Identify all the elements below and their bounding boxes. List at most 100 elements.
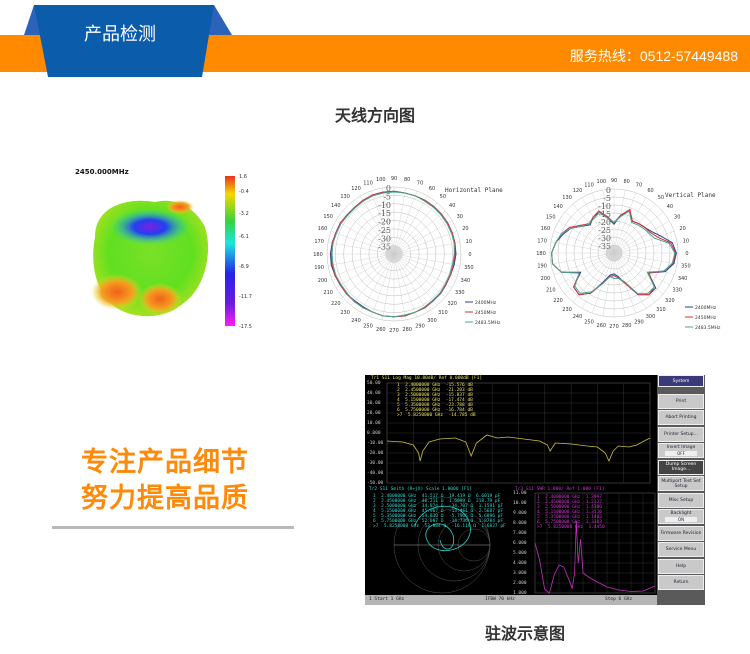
softkey-system[interactable]: System [658, 375, 704, 387]
start-frequency: 1 Start 1 GHz [369, 597, 405, 602]
pattern-3d-plot [91, 176, 235, 326]
y-tick-label: 6.000 [513, 541, 527, 546]
angle-tick-label: 300 [646, 314, 656, 320]
softkey-panel: System Print Abort Printing Printer Setup..… [657, 375, 705, 605]
radial-tick-label: -20 [378, 218, 391, 227]
grid-spoke [393, 187, 406, 255]
angle-tick-label: 10 [466, 239, 472, 245]
angle-tick-label: 220 [553, 298, 563, 304]
softkey-dump-screen-image[interactable]: Dump Screen Image... [658, 459, 704, 475]
angle-tick-label: 280 [402, 327, 412, 333]
angle-tick-label: 250 [584, 320, 594, 326]
angle-tick-label: 40 [449, 203, 455, 209]
radial-tick-label: -5 [383, 192, 391, 201]
softkey-firmware-revision[interactable]: Firmware Revision [658, 525, 704, 541]
radial-tick-label: 0 [606, 186, 611, 195]
polar-chart-horizontal: 0-5-10-15-20-25-30-350102030405060708090… [313, 176, 503, 334]
softkey-service-menu[interactable]: Service Menu [658, 542, 704, 557]
softkey-label: Misc Setup [668, 497, 694, 503]
softkey-multiport-test-set-setup[interactable]: Multiport Test Set Setup [658, 476, 704, 491]
radial-tick-label: -20 [598, 218, 611, 227]
angle-tick-label: 240 [351, 318, 361, 324]
angle-tick-label: 150 [323, 214, 333, 220]
angle-tick-label: 180 [536, 251, 546, 257]
legend-label: 2450MHz [475, 310, 497, 316]
grid-spoke [342, 253, 395, 298]
radial-tick-label: 0 [386, 184, 391, 193]
marker-readout: 5 5.3500000 GHz -23.788 dB [397, 403, 473, 408]
y-tick-label: 30.00 [367, 401, 381, 406]
angle-tick-label: 310 [438, 310, 448, 316]
marker-readout: 5 5.3500000 GHz 1.1403 [537, 515, 603, 520]
y-tick-label: 7.000 [513, 531, 527, 536]
colorbar-label: 1.6 [239, 174, 247, 180]
y-tick-label: 8.000 [513, 521, 527, 526]
angle-tick-label: 120 [573, 188, 583, 194]
softkey-invert-image[interactable]: Invert Image OFF [658, 443, 704, 458]
softkey-label: Printer Setup... [664, 431, 698, 437]
angle-tick-label: 130 [562, 195, 572, 201]
status-bar: 1 Start 1 GHz IFBW 70 kHz Stop 6 GHz [365, 595, 657, 605]
grid-spoke [550, 252, 615, 265]
angle-tick-label: 200 [541, 276, 551, 282]
softkey-return[interactable]: Return [658, 575, 704, 590]
softkey-misc-setup[interactable]: Misc Setup [658, 492, 704, 508]
softkey-print[interactable]: Print [658, 393, 704, 409]
series-line-2483.5MHz [551, 210, 676, 294]
angle-tick-label: 170 [537, 238, 547, 244]
y-tick-label: 50.00 [367, 381, 381, 386]
softkey-abort-printing[interactable]: Abort Printing [658, 410, 704, 425]
grid-spoke [393, 253, 446, 298]
grid-spoke [360, 195, 395, 255]
marker-readout: 6 5.7500000 GHz 1.3383 [537, 520, 603, 525]
angle-tick-label: 140 [553, 204, 563, 210]
grid-spoke [370, 253, 395, 318]
grid-spoke [327, 242, 395, 255]
colorbar-label: -0.4 [239, 189, 249, 195]
angle-tick-label: 330 [672, 288, 682, 294]
angle-tick-label: 200 [318, 278, 328, 284]
angle-tick-label: 10 [683, 238, 689, 244]
angle-tick-label: 260 [597, 323, 607, 329]
series-line-2483.5MHz [331, 191, 455, 318]
colorbar [225, 176, 235, 326]
angle-tick-label: 310 [656, 307, 666, 313]
grid-spoke [602, 252, 615, 317]
grid-spoke [602, 189, 615, 254]
grid-spoke [613, 241, 678, 254]
grid-spoke [350, 253, 395, 306]
softkey-label: Service Menu [665, 547, 697, 552]
y-tick-label: -40.00 [367, 471, 384, 476]
swr-trace [534, 520, 656, 594]
angle-tick-label: 330 [455, 290, 465, 296]
angle-tick-label: 250 [363, 323, 373, 329]
angle-tick-label: 20 [679, 226, 685, 232]
softkey-backlight[interactable]: Backlight ON [658, 509, 704, 524]
angle-tick-label: 60 [429, 186, 435, 192]
series-line-2450MHz [330, 190, 456, 318]
legend-label: 2450MHz [695, 315, 717, 321]
grid-spoke [613, 230, 675, 254]
slogan-line-2: 努力提高品质 [81, 483, 249, 514]
grid-spoke [553, 230, 615, 254]
softkey-help[interactable]: Help [658, 558, 704, 574]
softkey-label: Invert Image [666, 445, 696, 450]
angle-tick-label: 270 [609, 324, 619, 330]
y-tick-label: 3.000 [513, 571, 527, 576]
vswr-caption: 驻波示意图 [484, 624, 565, 643]
grid-spoke [330, 230, 395, 255]
grid-spoke [613, 252, 626, 317]
y-tick-label: 20.00 [367, 411, 381, 416]
angle-tick-label: 80 [404, 177, 410, 183]
angle-tick-label: 260 [376, 327, 386, 333]
grid-spoke [393, 253, 428, 313]
softkey-printer-setup[interactable]: Printer Setup... [658, 426, 704, 442]
marker-readout: >7 5.8250000 GHz -14.785 dB [397, 413, 476, 418]
angle-tick-label: 150 [546, 215, 556, 221]
angle-tick-label: 30 [457, 214, 463, 220]
angle-tick-label: 170 [314, 239, 324, 245]
stop-frequency: Stop 6 GHz [605, 597, 633, 602]
angle-tick-label: 290 [634, 320, 644, 326]
marker-readout: 4 5.1500000 GHz 1.3110 [537, 510, 603, 515]
grid-spoke [550, 241, 615, 254]
